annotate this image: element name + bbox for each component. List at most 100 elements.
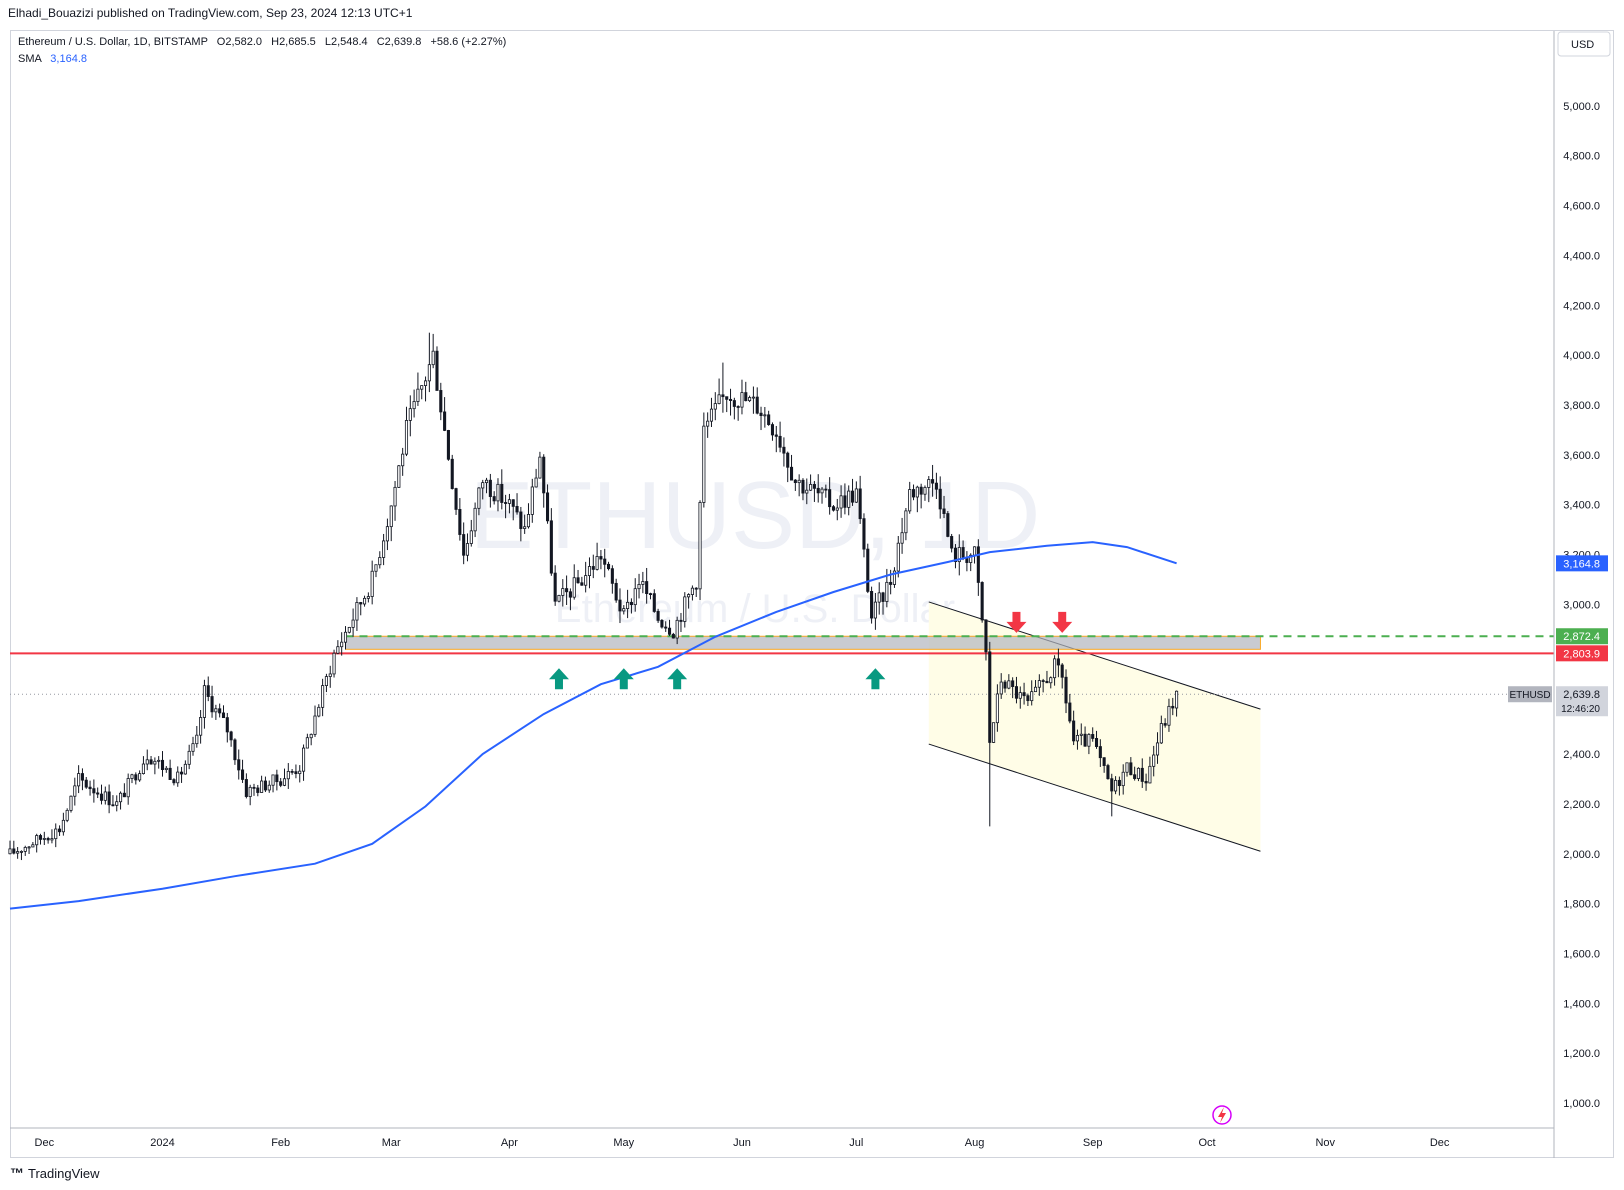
legend-o-label: O [217, 36, 226, 48]
legend-sma-value: 3,164.8 [50, 53, 87, 65]
candle-up [469, 530, 473, 544]
candle-up [183, 763, 187, 775]
candle-down [450, 458, 454, 489]
x-tick-label: Oct [1199, 1137, 1216, 1149]
candle-down [618, 599, 622, 612]
legend-h-value: 2,685.5 [279, 36, 316, 48]
publish-line: Elhadi_Bouazizi published on TradingView… [8, 6, 413, 20]
candle-down [801, 479, 805, 494]
candle-down [1110, 778, 1114, 792]
candle-up [999, 681, 1003, 695]
candle-up [412, 401, 416, 410]
candle-down [58, 828, 62, 833]
channel-lower-line [928, 743, 1261, 852]
candle-up [382, 540, 386, 558]
candle-down [225, 717, 229, 733]
svg-text:Ethereum / U.S. Dollar, 1D, BI: Ethereum / U.S. Dollar, 1D, BITSTAMP O 2,… [18, 36, 506, 48]
candle-up [908, 489, 912, 512]
candle-up [1155, 742, 1160, 756]
candle-down [942, 508, 946, 514]
candle-up [23, 846, 27, 852]
candle-down [778, 435, 782, 448]
candle-down [828, 489, 832, 508]
candle-down [210, 696, 214, 713]
price-chart[interactable]: ETHUSD, 1D Ethereum / U.S. Dollar USD 1,… [0, 0, 1624, 1160]
candle-up [298, 770, 302, 775]
candle-up [1175, 690, 1179, 709]
levels-group [10, 635, 1554, 695]
candle-down [1171, 705, 1175, 709]
candle-down [831, 506, 836, 511]
lightning-icon[interactable] [1212, 1105, 1232, 1125]
candle-down [1106, 765, 1110, 780]
candle-down [488, 479, 492, 497]
candle-down [694, 587, 698, 590]
y-tick-label: 3,400.0 [1563, 500, 1600, 512]
candle-down [1140, 767, 1144, 782]
tradingview-logo[interactable]: ™ TradingView [10, 1165, 100, 1181]
last-price-bg [1556, 686, 1608, 717]
candle-up [31, 844, 35, 848]
y-tick-label: 3,000.0 [1563, 599, 1600, 611]
candle-up [115, 801, 119, 806]
candle-down [160, 759, 165, 770]
candle-up [690, 587, 694, 595]
candle-down [107, 791, 111, 806]
candle-down [889, 581, 893, 585]
candle-up [393, 486, 397, 507]
up-arrow-icon [865, 668, 886, 690]
countdown-label: 12:46:20 [1561, 704, 1600, 715]
candle-down [664, 626, 668, 629]
candle-down [629, 601, 633, 606]
candle-down [1041, 680, 1045, 682]
legend-h-label: H [271, 36, 279, 48]
candle-down [38, 835, 43, 840]
candle-down [263, 780, 267, 791]
candle-down [500, 483, 504, 503]
candle-down [652, 593, 656, 612]
candle-down [80, 773, 84, 781]
last-symbol-label: ETHUSD [1509, 690, 1550, 701]
candle-up [915, 486, 919, 498]
candle-down [279, 781, 283, 786]
candle-down [1072, 720, 1076, 742]
candle-down [679, 619, 683, 622]
candle-up [370, 570, 374, 597]
candle-up [401, 453, 405, 467]
candle-up [195, 734, 199, 745]
support-price-label: 2,872.4 [1563, 631, 1600, 643]
candle-up [19, 850, 23, 853]
legend-l-label: L [325, 36, 331, 48]
currency-box[interactable] [1557, 31, 1611, 57]
x-tick-label: May [613, 1137, 634, 1149]
y-tick-label: 2,000.0 [1563, 849, 1600, 861]
candle-up [164, 767, 168, 770]
svg-text:SMA 3,164.8: SMA 3,164.8 [18, 53, 87, 65]
candle-up [347, 626, 351, 633]
candle-down [671, 633, 675, 639]
candle-up [404, 420, 409, 455]
candle-up [408, 408, 412, 421]
support-zone [344, 635, 1261, 650]
candle-up [69, 795, 73, 811]
candle-up [73, 785, 77, 797]
candle-up [431, 350, 435, 366]
legend-symbol: Ethereum / U.S. Dollar, 1D, BITSTAMP [18, 36, 208, 48]
candle-down [881, 592, 885, 602]
candle-up [343, 631, 348, 643]
candle-up [321, 685, 325, 708]
x-tick-label: Feb [271, 1137, 290, 1149]
candle-down [744, 392, 748, 402]
up-arrow-icon [548, 668, 569, 690]
candle-up [1121, 771, 1125, 787]
candle-up [641, 581, 645, 585]
candle-up [267, 784, 271, 791]
candle-down [1102, 757, 1106, 766]
candle-down [919, 486, 923, 495]
candle-down [1094, 738, 1099, 747]
tradingview-logo-icon: ™ [10, 1165, 24, 1181]
sma-price-label-bg [1556, 555, 1608, 572]
x-tick-label: 2024 [150, 1137, 174, 1149]
candle-up [42, 838, 46, 840]
candle-down [648, 593, 653, 596]
